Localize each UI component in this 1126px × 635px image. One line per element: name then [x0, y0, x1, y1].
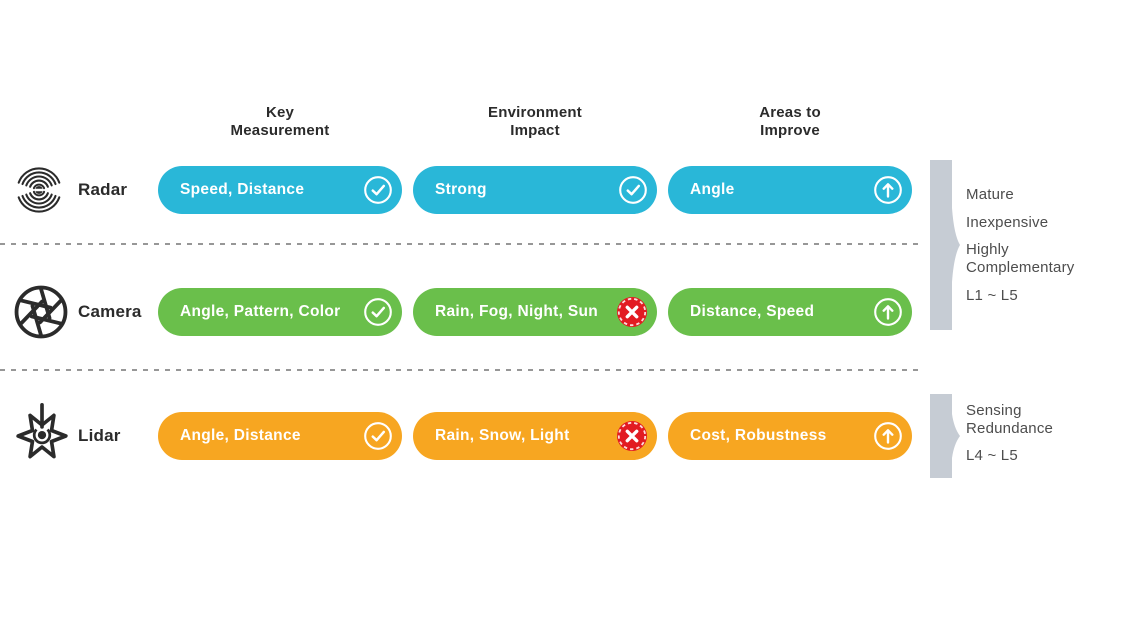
note-arrow-radar-camera [930, 160, 962, 330]
pill-radar-environment-impact: Strong [413, 166, 657, 214]
dashed-separator [0, 243, 920, 245]
dashed-separator [0, 369, 920, 371]
check-icon [363, 175, 393, 205]
pill-camera-key-measurement: Angle, Pattern, Color [158, 288, 402, 336]
cross-icon [616, 420, 648, 452]
column-header-areas-to-improve: Areas to Improve [759, 104, 821, 139]
radar-icon [12, 160, 66, 220]
note-item: L4 ~ L5 [966, 447, 1018, 465]
pill-text: Cost, Robustness [690, 427, 827, 444]
pill-text: Speed, Distance [180, 181, 305, 198]
note-arrow-lidar [930, 394, 962, 478]
pill-text: Angle, Pattern, Color [180, 303, 341, 320]
row-radar: Radar Speed, Distance Strong Angle [0, 166, 920, 214]
pill-camera-areas-to-improve: Distance, Speed [668, 288, 912, 336]
up-arrow-icon [873, 175, 903, 205]
camera-aperture-icon [12, 283, 70, 341]
sensor-label-radar: Radar [78, 180, 128, 199]
check-icon [363, 421, 393, 451]
check-icon [618, 175, 648, 205]
column-header-key-measurement: Key Measurement [230, 104, 330, 139]
row-camera: Camera Angle, Pattern, Color Rain, Fog, … [0, 285, 920, 339]
check-icon [363, 297, 393, 327]
column-header-environment-impact: Environment Impact [488, 104, 582, 139]
pill-lidar-environment-impact: Rain, Snow, Light [413, 412, 657, 460]
note-item: Highly Complementary [966, 241, 1075, 277]
note-list-lidar: Sensing Redundance L4 ~ L5 [966, 402, 1053, 465]
row-lidar: Lidar Angle, Distance Rain, Snow, Light … [0, 403, 920, 460]
pill-radar-key-measurement: Speed, Distance [158, 166, 402, 214]
note-item: L1 ~ L5 [966, 286, 1018, 304]
note-item: Mature [966, 186, 1014, 203]
note-item: Sensing Redundance [966, 402, 1054, 437]
note-item: Inexpensive [966, 213, 1049, 231]
pill-lidar-key-measurement: Angle, Distance [158, 412, 402, 460]
cross-icon [616, 296, 648, 328]
lidar-icon [12, 403, 72, 469]
pill-radar-areas-to-improve: Angle [668, 166, 912, 214]
pill-text: Rain, Fog, Night, Sun [435, 303, 599, 320]
pill-text: Angle [690, 181, 735, 198]
pill-text: Distance, Speed [690, 303, 815, 320]
pill-lidar-areas-to-improve: Cost, Robustness [668, 412, 912, 460]
sensor-label-lidar: Lidar [78, 426, 121, 445]
up-arrow-icon [873, 297, 903, 327]
up-arrow-icon [873, 421, 903, 451]
note-list-radar-camera: Mature Inexpensive Highly Complementary … [966, 186, 1074, 304]
sensor-label-camera: Camera [78, 302, 142, 321]
pill-text: Rain, Snow, Light [435, 427, 570, 444]
pill-text: Strong [435, 181, 487, 198]
pill-text: Angle, Distance [180, 427, 301, 444]
pill-camera-environment-impact: Rain, Fog, Night, Sun [413, 288, 657, 336]
